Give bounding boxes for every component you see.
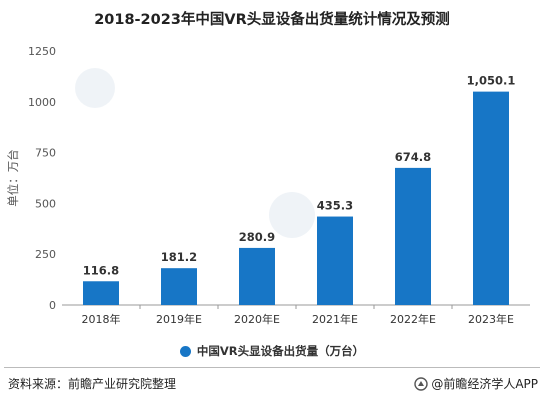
- bar: [317, 216, 353, 305]
- y-tick-label: 750: [35, 147, 56, 160]
- plot-area: 0 250 500 750 1000 1250 116.8 2018年 181.2 2019年E 2…: [28, 45, 530, 326]
- bar: [161, 268, 197, 305]
- y-tick-label: 1250: [28, 45, 56, 58]
- data-label: 435.3: [317, 199, 353, 213]
- x-tick-label: 2021年E: [312, 312, 358, 326]
- data-label: 1,050.1: [467, 74, 516, 88]
- y-tick-label: 0: [49, 299, 56, 312]
- data-label: 674.8: [395, 150, 431, 164]
- y-axis-label: 单位：万台: [6, 149, 20, 207]
- data-label: 280.9: [239, 230, 275, 244]
- y-tick-label: 1000: [28, 96, 56, 109]
- data-label: 181.2: [161, 250, 197, 264]
- x-tick-label: 2018年: [82, 312, 121, 326]
- logo-icon: [414, 376, 429, 391]
- bar: [239, 247, 275, 305]
- legend: 中国VR头显设备出货量（万台）: [0, 343, 544, 359]
- x-tick-label: 2023年E: [468, 312, 514, 326]
- x-tick-label: 2020年E: [234, 312, 280, 326]
- bar: [395, 167, 431, 305]
- source-note: 资料来源：前瞻产业研究院整理: [8, 377, 177, 391]
- bar: [83, 281, 119, 305]
- bar: [473, 91, 509, 305]
- legend-swatch: [179, 345, 191, 357]
- x-tick-label: 2022年E: [390, 312, 436, 326]
- y-tick-label: 500: [35, 197, 56, 210]
- credit: @前瞻经济学人APP: [414, 375, 538, 392]
- chart-title: 2018-2023年中国VR头显设备出货量统计情况及预测: [94, 12, 450, 28]
- watermark: [75, 68, 315, 238]
- y-tick-label: 250: [35, 248, 56, 261]
- data-label: 116.8: [83, 263, 119, 277]
- credit-label: @前瞻经济学人APP: [431, 377, 538, 391]
- legend-label: 中国VR头显设备出货量（万台）: [196, 344, 365, 358]
- x-tick-label: 2019年E: [156, 312, 202, 326]
- footer-divider: [4, 367, 540, 368]
